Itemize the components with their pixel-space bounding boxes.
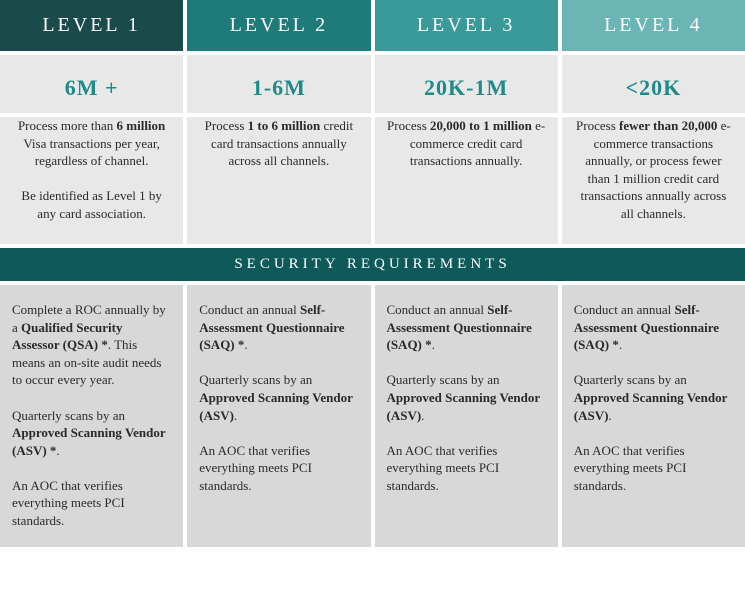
- level-requirements: Conduct an annual Self-Assessment Questi…: [375, 285, 558, 547]
- level-stat: 20K-1M: [375, 55, 558, 113]
- level-requirements: Conduct an annual Self-Assessment Questi…: [562, 285, 745, 547]
- level-requirements: Complete a ROC annually by a Qualified S…: [0, 285, 183, 547]
- level-requirements: Conduct an annual Self-Assessment Questi…: [187, 285, 370, 547]
- security-requirements-banner: SECURITY REQUIREMENTS: [0, 248, 745, 281]
- level-header: LEVEL 2: [187, 0, 370, 51]
- level-description: Process 20,000 to 1 million e-commerce c…: [375, 117, 558, 244]
- level-description: Process fewer than 20,000 e-commerce tra…: [562, 117, 745, 244]
- level-header: LEVEL 3: [375, 0, 558, 51]
- level-description: Process more than 6 million Visa transac…: [0, 117, 183, 244]
- pci-levels-table: LEVEL 1 LEVEL 2 LEVEL 3 LEVEL 4 6M + 1-6…: [0, 0, 745, 547]
- level-header: LEVEL 1: [0, 0, 183, 51]
- level-stat: <20K: [562, 55, 745, 113]
- level-stat: 1-6M: [187, 55, 370, 113]
- level-description: Process 1 to 6 million credit card trans…: [187, 117, 370, 244]
- level-stat: 6M +: [0, 55, 183, 113]
- level-header: LEVEL 4: [562, 0, 745, 51]
